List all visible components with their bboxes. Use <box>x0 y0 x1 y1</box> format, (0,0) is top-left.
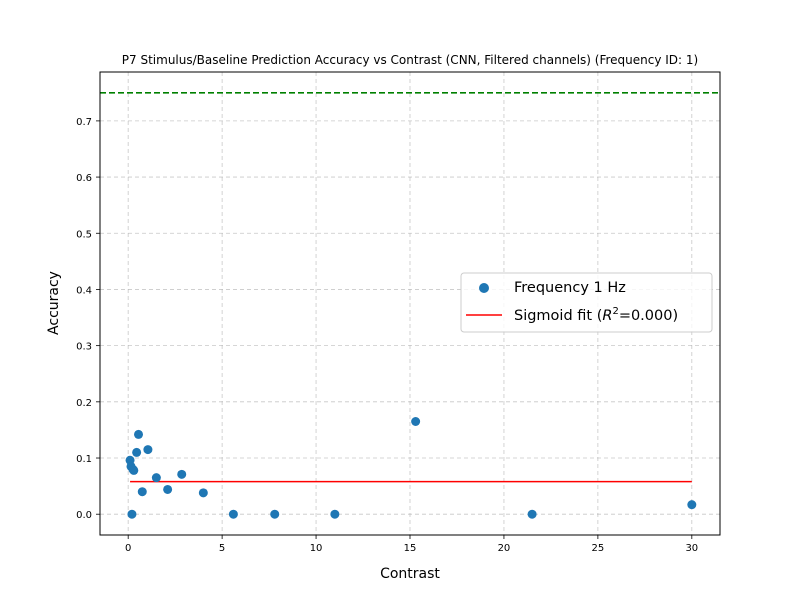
legend-label-sigmoid-var: R <box>602 308 612 324</box>
data-point <box>143 445 153 455</box>
x-tick-label: 30 <box>685 543 698 554</box>
data-point <box>527 509 537 519</box>
x-axis-title: Contrast <box>380 566 440 582</box>
y-tick-label: 0.2 <box>76 398 92 409</box>
data-point <box>228 509 238 519</box>
data-point <box>330 509 340 519</box>
y-tick-label: 0.5 <box>76 229 92 240</box>
data-point <box>198 488 208 498</box>
legend-label-sigmoid-tail: =0.000) <box>619 308 678 324</box>
legend-label-sigmoid: Sigmoid fit (R2=0.000) <box>514 306 678 324</box>
chart-title: P7 Stimulus/Baseline Prediction Accuracy… <box>122 53 698 67</box>
legend-label-sigmoid-sup: 2 <box>612 306 618 317</box>
data-point <box>411 416 421 426</box>
data-point <box>151 473 161 483</box>
x-tick-label: 5 <box>219 543 225 554</box>
x-tick-label: 20 <box>498 543 511 554</box>
y-axis-ticks: 0.0 0.1 0.2 0.3 0.4 0.5 0.6 0.7 <box>76 117 100 521</box>
data-point <box>687 500 697 510</box>
x-tick-label: 15 <box>404 543 417 554</box>
data-point <box>127 509 137 519</box>
legend-marker-frequency <box>479 283 489 293</box>
legend-box <box>460 272 713 333</box>
y-tick-label: 0.6 <box>76 173 92 184</box>
x-tick-label: 25 <box>592 543 605 554</box>
grid <box>100 72 720 535</box>
data-point <box>177 469 187 479</box>
x-tick-label: 10 <box>310 543 323 554</box>
legend: Frequency 1 Hz Sigmoid fit (R2=0.000) <box>460 272 713 333</box>
y-tick-label: 0.3 <box>76 342 92 353</box>
y-tick-label: 0.4 <box>76 285 92 296</box>
data-point <box>137 487 147 497</box>
y-axis-title: Accuracy <box>46 271 62 335</box>
data-point <box>129 465 139 475</box>
x-axis-ticks: 0 5 10 15 20 25 30 <box>125 535 698 554</box>
y-tick-label: 0.7 <box>76 117 92 128</box>
x-tick-label: 0 <box>125 543 131 554</box>
y-tick-label: 0.0 <box>76 510 92 521</box>
data-point <box>270 509 280 519</box>
data-point <box>163 484 173 494</box>
legend-label-sigmoid-head: Sigmoid fit ( <box>514 308 602 324</box>
legend-label-frequency: Frequency 1 Hz <box>514 280 626 296</box>
scatter-points <box>125 416 697 519</box>
data-point <box>134 429 144 439</box>
y-tick-label: 0.1 <box>76 454 92 465</box>
data-point <box>132 447 142 457</box>
